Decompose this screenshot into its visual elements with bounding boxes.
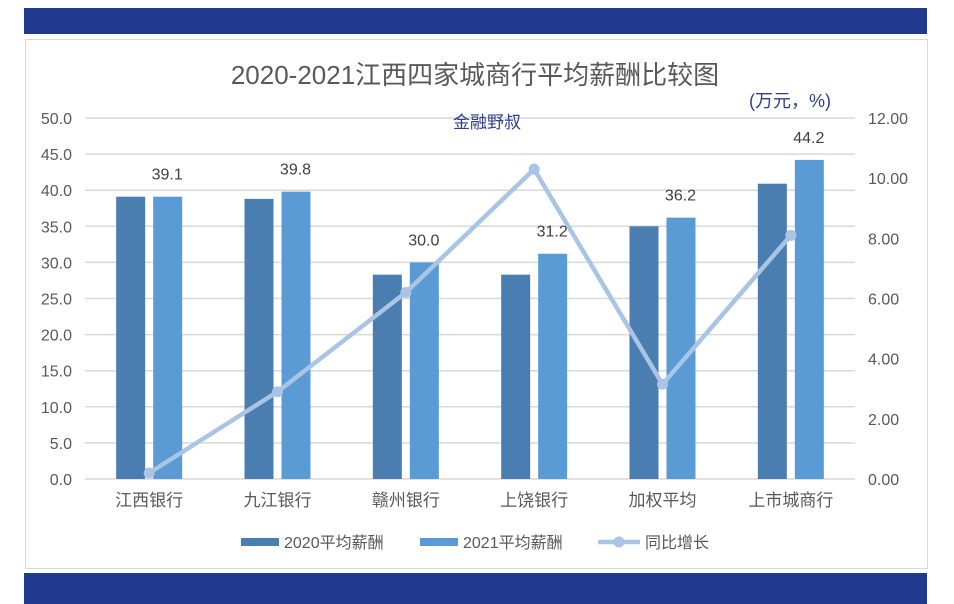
- bar-2021: [409, 262, 439, 479]
- y-right-tick-label: 8.00: [868, 231, 899, 248]
- growth-line: [147, 166, 793, 475]
- bar-2020: [116, 196, 146, 479]
- y-left-tick-label: 40.0: [41, 183, 72, 200]
- growth-point: [657, 378, 668, 390]
- unit-label: (万元，%): [749, 91, 831, 111]
- data-label: 30.0: [408, 232, 439, 249]
- data-label: 39.8: [280, 162, 311, 179]
- growth-point: [272, 386, 283, 398]
- y-right-tick-label: 12.00: [868, 111, 908, 128]
- legend-label-2021: 2021平均薪酬: [463, 534, 563, 552]
- y-left-tick-label: 10.0: [41, 400, 72, 417]
- growth-point: [143, 467, 155, 479]
- y-left-tick-label: 35.0: [41, 219, 72, 236]
- bottom-banner: [24, 573, 927, 604]
- data-label: 44.2: [793, 130, 824, 147]
- y-left-tick-label: 20.0: [41, 328, 72, 345]
- legend-swatch-2020: [241, 538, 279, 546]
- y-right-tick-label: 2.00: [868, 412, 899, 429]
- bar-2021: [153, 196, 183, 479]
- y-right-tick-label: 0.00: [868, 472, 899, 489]
- y-left-tick-label: 5.0: [50, 436, 72, 453]
- bar-2020: [757, 183, 787, 479]
- top-banner: [24, 8, 927, 34]
- bar-2020: [501, 274, 531, 479]
- x-tick-label: 九江银行: [244, 491, 312, 510]
- y-right-tick-label: 10.00: [868, 171, 908, 188]
- x-tick-label: 上市城商行: [748, 491, 833, 510]
- legend-marker-growth: [613, 536, 625, 548]
- bar-2020: [244, 198, 274, 479]
- y-right-tick-label: 4.00: [868, 352, 899, 369]
- growth-point: [400, 286, 412, 298]
- data-label: 31.2: [537, 224, 568, 241]
- y-left-tick-label: 30.0: [41, 255, 72, 272]
- bar-2021: [538, 253, 568, 479]
- y-left-tick-label: 45.0: [41, 147, 72, 164]
- data-label: 39.1: [152, 167, 183, 184]
- x-tick-label: 江西银行: [115, 491, 183, 510]
- x-tick-label: 上饶银行: [500, 491, 568, 510]
- data-label: 36.2: [665, 188, 696, 205]
- bar-2021: [281, 191, 311, 480]
- bar-2021: [794, 159, 824, 479]
- growth-point: [528, 163, 540, 175]
- y-right-tick-label: 6.00: [868, 292, 899, 309]
- y-left-tick-label: 0.0: [50, 472, 72, 489]
- y-left-tick-label: 25.0: [41, 292, 72, 309]
- growth-point: [785, 229, 797, 241]
- watermark: 金融野叔: [453, 113, 521, 132]
- chart-title: 2020-2021江西四家城商行平均薪酬比较图: [231, 60, 719, 90]
- legend-label-2020: 2020平均薪酬: [284, 534, 384, 552]
- legend-label-growth: 同比增长: [645, 534, 709, 552]
- x-tick-label: 加权平均: [629, 491, 697, 510]
- x-tick-label: 赣州银行: [372, 491, 440, 510]
- legend-swatch-2021: [420, 538, 458, 546]
- y-left-tick-label: 50.0: [41, 111, 72, 128]
- y-left-tick-label: 15.0: [41, 364, 72, 381]
